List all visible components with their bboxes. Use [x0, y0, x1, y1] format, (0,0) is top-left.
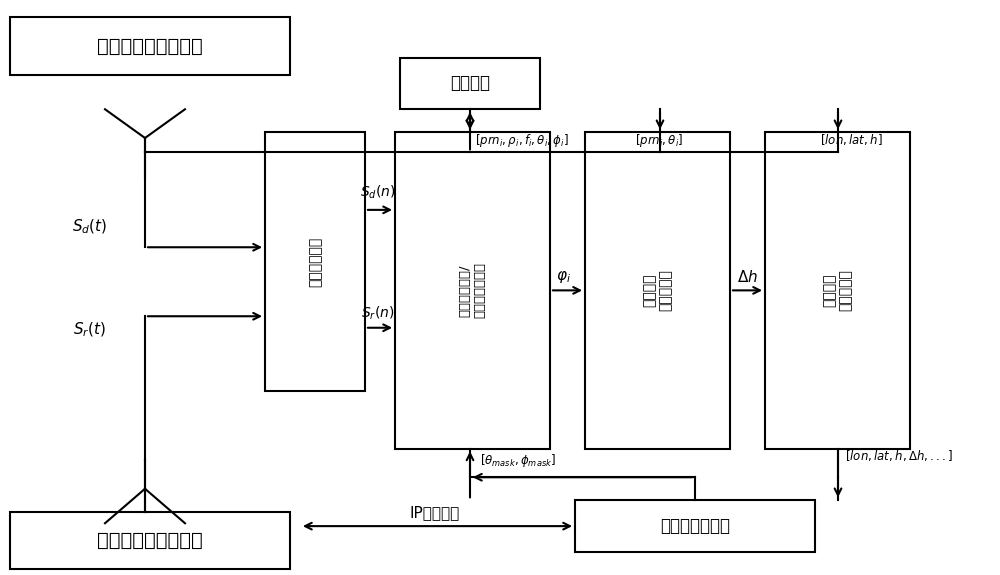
FancyBboxPatch shape — [575, 500, 815, 552]
Text: 湖泊水位
反演处理器: 湖泊水位 反演处理器 — [642, 270, 673, 311]
Text: 双频左旋圆极化天线: 双频左旋圆极化天线 — [97, 531, 203, 550]
FancyBboxPatch shape — [400, 58, 540, 109]
Text: $[\theta_{mask}, \phi_{mask}]$: $[\theta_{mask}, \phi_{mask}]$ — [480, 451, 556, 469]
Text: $S_d(t)$: $S_d(t)$ — [72, 217, 108, 236]
Text: IP访问端口: IP访问端口 — [410, 505, 460, 520]
Text: $[prn_i, \theta_i]$: $[prn_i, \theta_i]$ — [635, 132, 683, 150]
Text: 反射信号相位/
载波干涉处理器: 反射信号相位/ 载波干涉处理器 — [458, 262, 486, 319]
Text: $S_r(n)$: $S_r(n)$ — [361, 305, 395, 322]
FancyBboxPatch shape — [585, 132, 730, 448]
Text: 信息管理服务器: 信息管理服务器 — [660, 517, 730, 535]
Text: $S_r(t)$: $S_r(t)$ — [73, 321, 107, 339]
Text: $[lon, lat, h, \Delta h,...]$: $[lon, lat, h, \Delta h,...]$ — [845, 448, 953, 463]
Text: $\varphi_i$: $\varphi_i$ — [556, 269, 571, 285]
FancyBboxPatch shape — [10, 512, 290, 569]
Text: $S_d(n)$: $S_d(n)$ — [360, 184, 396, 201]
Text: 导航模块: 导航模块 — [450, 74, 490, 93]
FancyBboxPatch shape — [265, 132, 365, 391]
FancyBboxPatch shape — [10, 17, 290, 75]
Text: $\Delta h$: $\Delta h$ — [737, 269, 758, 285]
FancyBboxPatch shape — [765, 132, 910, 448]
FancyBboxPatch shape — [395, 132, 550, 448]
Text: 湖泊水位
反演处理器: 湖泊水位 反演处理器 — [822, 270, 853, 311]
Text: $[lon, lat, h]$: $[lon, lat, h]$ — [820, 132, 883, 147]
Text: 双频右旋圆极化天线: 双频右旋圆极化天线 — [97, 36, 203, 56]
Text: 前端接收模块: 前端接收模块 — [308, 236, 322, 287]
Text: $[prn_i, \rho_i, f_i, \theta_i, \phi_i]$: $[prn_i, \rho_i, f_i, \theta_i, \phi_i]$ — [475, 132, 569, 150]
